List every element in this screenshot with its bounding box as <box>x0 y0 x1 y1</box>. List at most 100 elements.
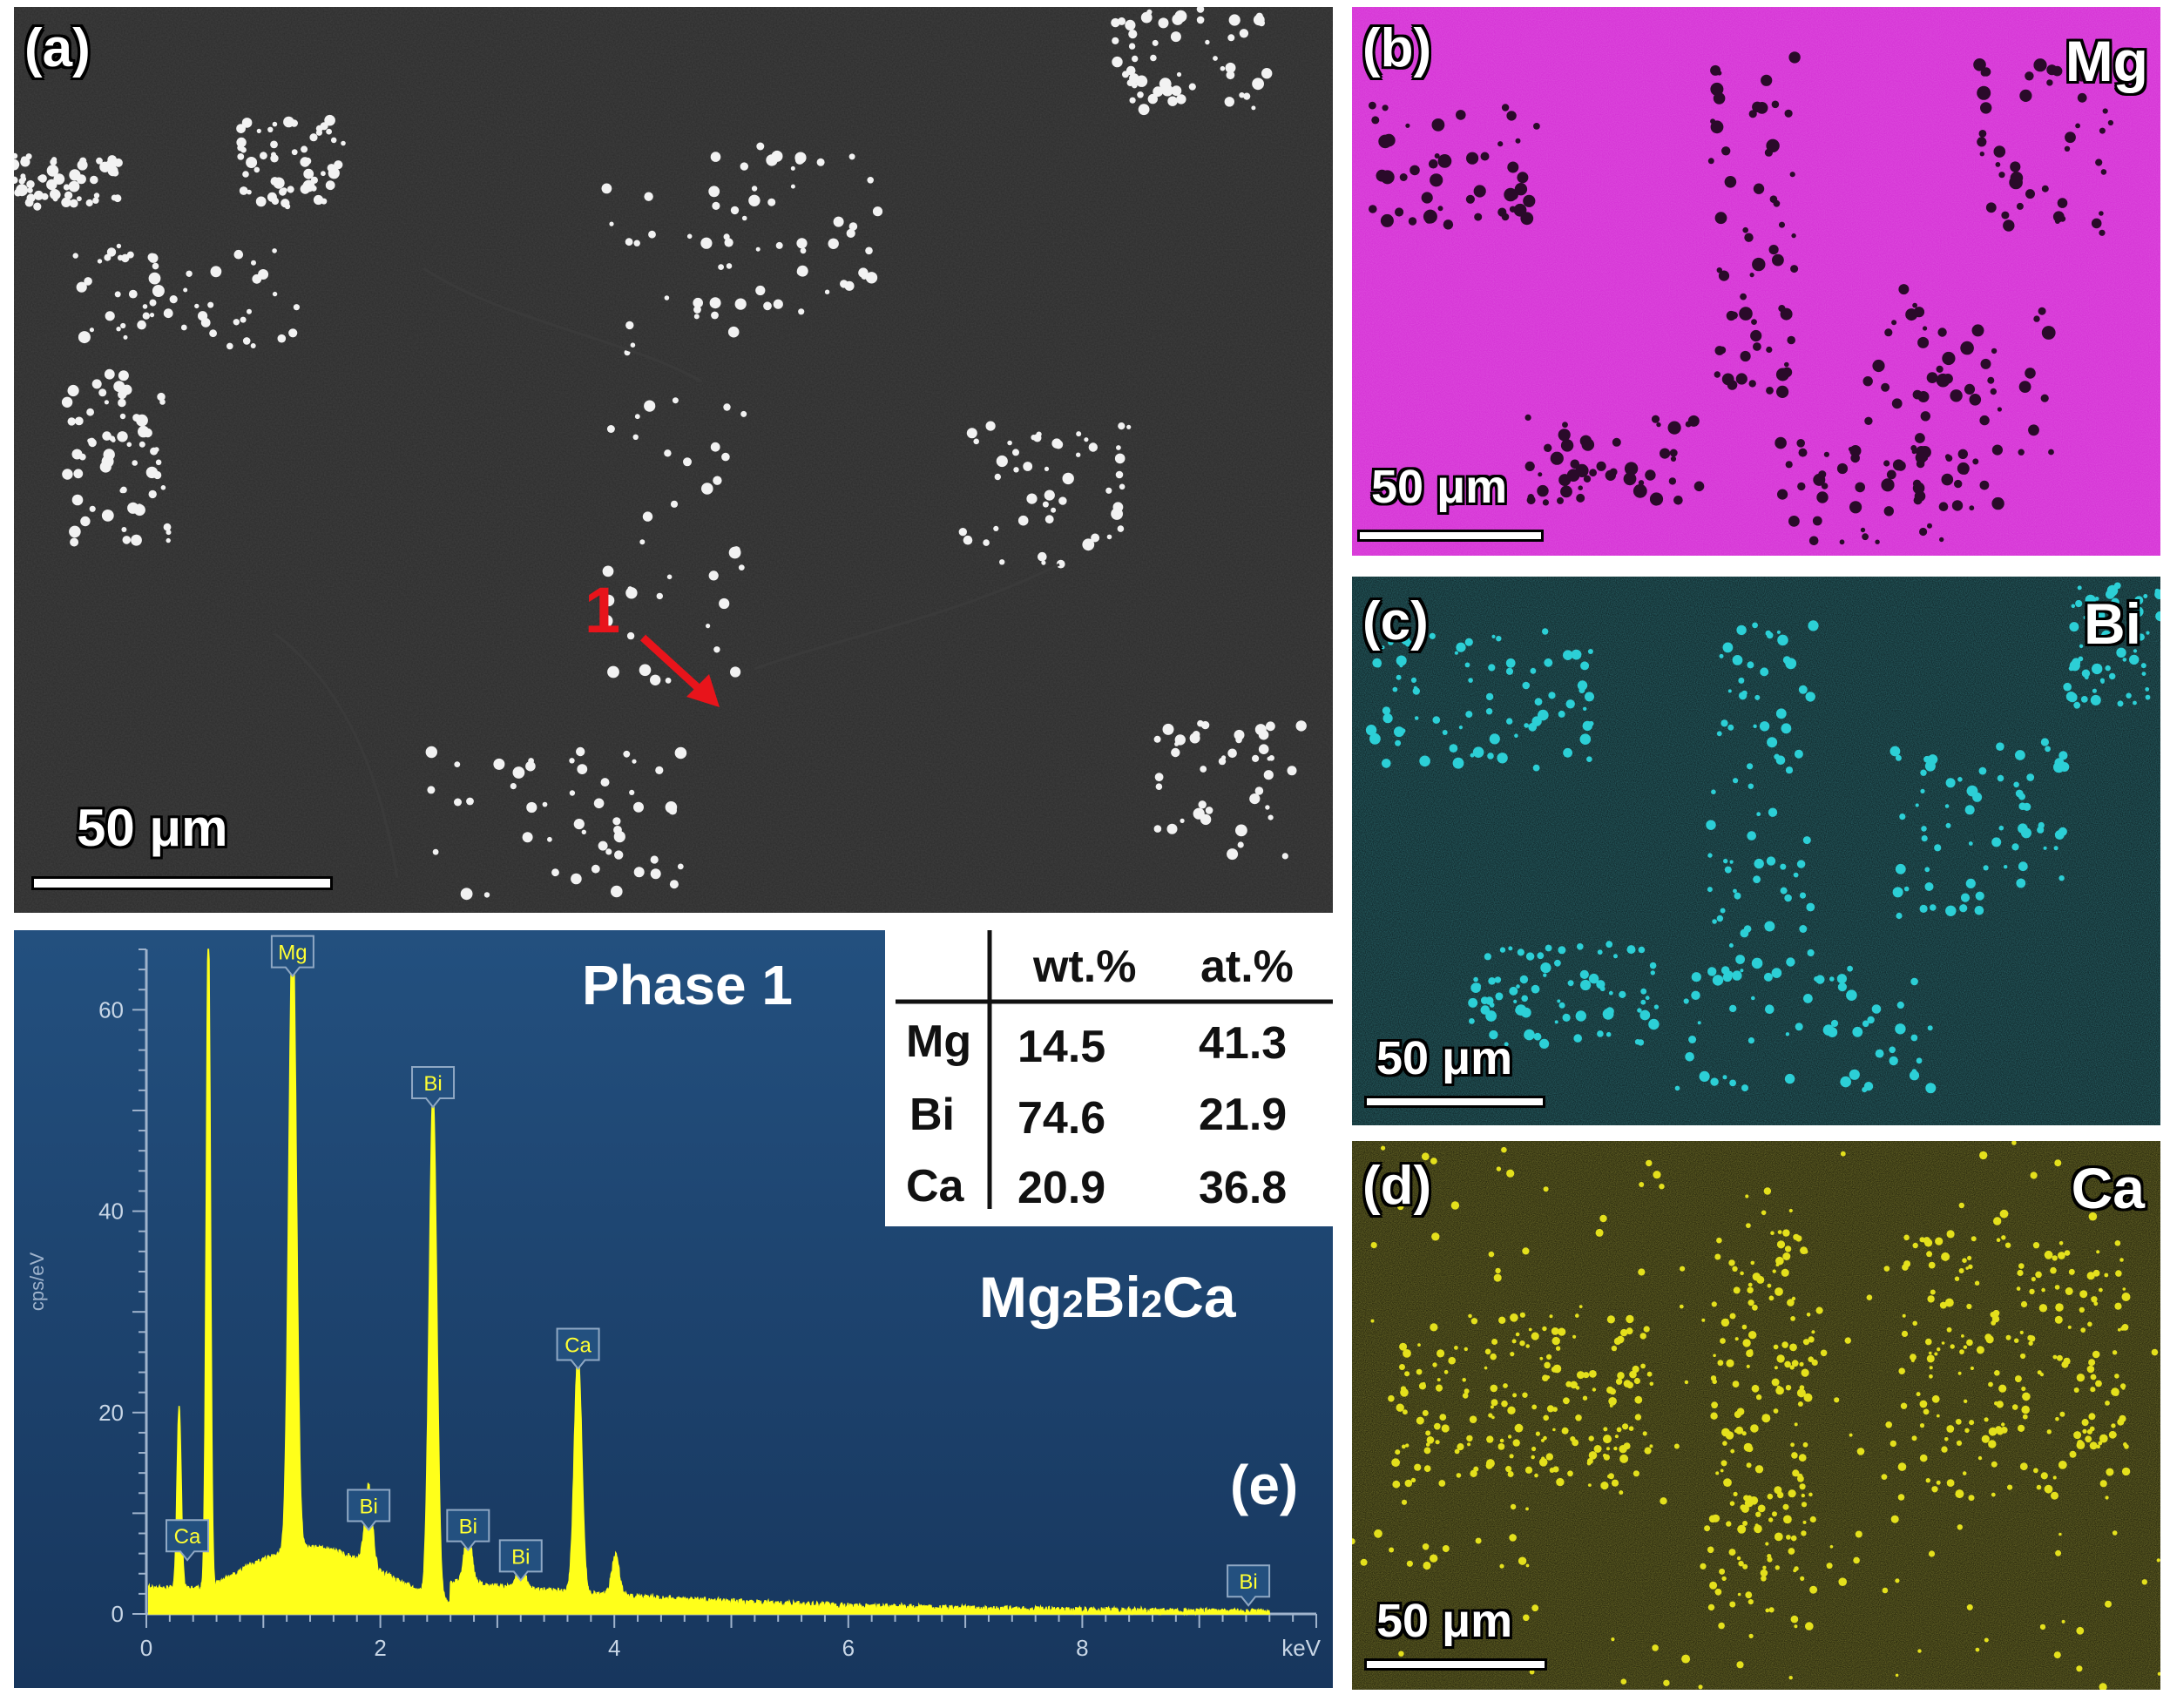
particle <box>2088 1413 2096 1421</box>
particle <box>1706 820 1716 830</box>
particle <box>1556 1477 1565 1487</box>
particle <box>1768 245 1779 255</box>
particle <box>1787 1299 1795 1306</box>
particle <box>1577 1371 1585 1380</box>
particle <box>1153 735 1161 743</box>
particle <box>1614 1435 1619 1439</box>
particle <box>1771 100 1780 109</box>
particle <box>727 326 740 338</box>
particle <box>756 142 765 151</box>
particle <box>1733 1491 1738 1496</box>
particle <box>1915 803 1919 807</box>
particle <box>1557 496 1564 504</box>
particle <box>2054 1285 2060 1290</box>
particle <box>1936 1414 1940 1418</box>
particle <box>233 249 244 260</box>
particle <box>1543 973 1547 977</box>
particle <box>2090 694 2101 705</box>
particle <box>1602 1453 1607 1458</box>
particle <box>1506 1169 1515 1178</box>
particle <box>1784 1073 1795 1084</box>
particle <box>1778 305 1786 313</box>
particle <box>328 167 340 179</box>
particle <box>1934 1352 1938 1356</box>
particle <box>454 761 461 767</box>
particle <box>2121 1293 2131 1301</box>
eds-spectrum-panel: 0 2 4 6 8 0 20 40 60 keV cps/eV Ca Mg Bi Bi Bi Bi Ca Bi P… <box>14 930 1333 1688</box>
particle <box>1494 976 1502 983</box>
particle <box>2064 145 2071 152</box>
particle <box>1172 13 1184 25</box>
particle <box>1711 1301 1717 1307</box>
particle <box>152 285 165 297</box>
particle <box>1910 1354 1916 1361</box>
particle <box>1707 1603 1715 1611</box>
particle <box>46 165 59 177</box>
particle <box>1580 979 1592 991</box>
particle <box>1892 887 1903 898</box>
particle <box>1719 1568 1726 1575</box>
particle <box>2038 307 2046 315</box>
particle <box>1522 681 1531 690</box>
particle <box>1912 1242 1918 1249</box>
particle <box>1147 93 1159 105</box>
particle <box>1586 438 1592 444</box>
particle <box>183 287 188 293</box>
particle <box>1950 1344 1955 1349</box>
particle <box>1593 1445 1602 1453</box>
particle <box>62 469 73 480</box>
particle <box>1543 1414 1549 1421</box>
particle <box>1785 766 1794 774</box>
scale-bar-label-c: 50 μm <box>1376 1032 1513 1084</box>
particle <box>1740 928 1749 938</box>
particle <box>2100 169 2107 175</box>
particle <box>1790 265 1799 273</box>
particle <box>1558 710 1565 718</box>
particle <box>1158 17 1169 29</box>
particle <box>1485 708 1493 715</box>
particle <box>1964 1428 1970 1433</box>
particle <box>1454 1346 1458 1350</box>
particle <box>2075 599 2083 608</box>
particle <box>1586 1458 1593 1464</box>
particle <box>1506 111 1517 121</box>
particle <box>1513 203 1527 217</box>
particle <box>2073 1387 2079 1393</box>
particle <box>1369 205 1377 213</box>
particle <box>741 215 747 221</box>
particle <box>1867 1016 1875 1024</box>
particle <box>1511 1339 1517 1344</box>
particle <box>634 414 640 420</box>
y-tick-label: 40 <box>98 1198 124 1225</box>
particle <box>90 175 98 185</box>
particle <box>1815 1306 1823 1314</box>
particle <box>1735 1426 1744 1435</box>
particle <box>2121 1386 2126 1390</box>
particle <box>271 152 276 158</box>
particle <box>1991 444 2003 456</box>
particle <box>1484 1348 1491 1355</box>
particle <box>1372 658 1382 668</box>
particle <box>1660 1497 1667 1505</box>
particle <box>1012 449 1019 456</box>
particle <box>1959 904 1968 913</box>
particle <box>1423 1465 1431 1472</box>
particle <box>166 530 172 536</box>
particle <box>1827 1027 1838 1037</box>
particle <box>309 133 318 142</box>
particle <box>1401 1444 1406 1449</box>
particle <box>1480 152 1490 161</box>
particle <box>2080 696 2088 703</box>
particle <box>2100 679 2105 684</box>
particle <box>1200 813 1212 826</box>
sem-texture <box>14 7 1333 913</box>
particle <box>1720 1318 1730 1327</box>
particle <box>1724 866 1732 874</box>
particle <box>1732 1381 1740 1387</box>
particle <box>1038 551 1047 562</box>
particle <box>2115 1270 2122 1277</box>
particle <box>1437 1378 1441 1382</box>
particle <box>1745 1591 1753 1599</box>
particle <box>2025 189 2035 199</box>
particle <box>1782 1503 1789 1510</box>
